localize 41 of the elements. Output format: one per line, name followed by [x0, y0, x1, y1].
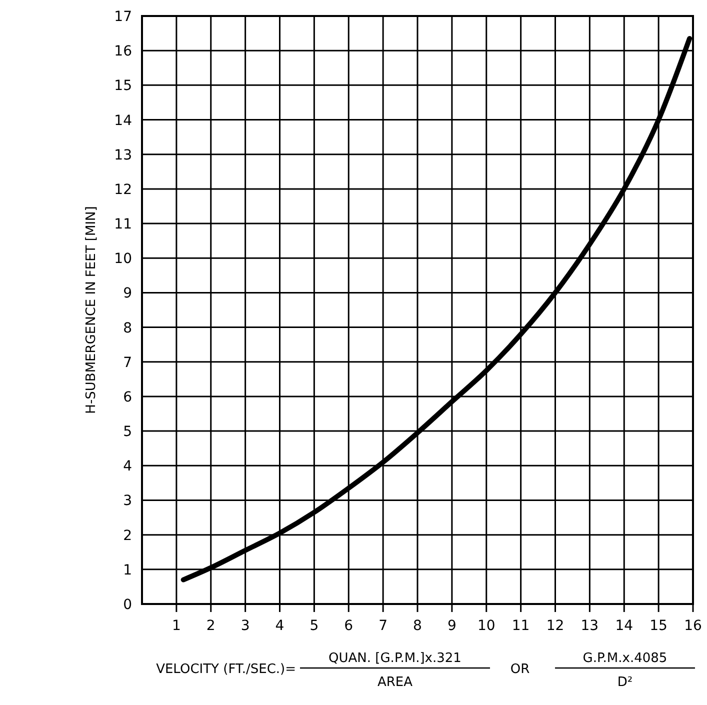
x-tick-label: 12 [546, 618, 564, 634]
y-tick-label: 15 [114, 78, 132, 94]
x-axis-title: VELOCITY (FT./SEC.)= [156, 662, 296, 677]
y-tick-label: 9 [123, 286, 132, 302]
y-tick-label: 16 [114, 44, 132, 60]
x-tick-label: 6 [344, 618, 354, 634]
y-tick-label: 2 [123, 528, 132, 544]
text: G.P.M.x.4085 [582, 651, 668, 666]
x-tick-label: 5 [310, 618, 319, 634]
x-tick-label: 15 [650, 618, 668, 634]
y-tick-label: 1 [123, 562, 132, 578]
y-tick-label: 17 [114, 9, 132, 25]
x-tick-label: 13 [580, 618, 599, 634]
y-tick-label: 6 [123, 389, 132, 406]
x-tick-label: 2 [206, 618, 216, 634]
y-tick-label: 4 [123, 458, 132, 475]
y-tick-label: 0 [123, 597, 132, 613]
text: D² [617, 675, 633, 690]
x-tick-label: 11 [512, 618, 530, 634]
y-axis-title: H-SUBMERGENCE IN FEET [MIN] [84, 206, 99, 414]
y-tick-label: 12 [114, 182, 132, 198]
y-tick-label: 7 [123, 354, 132, 371]
y-tick-label: 8 [123, 320, 132, 336]
x-tick-label: 7 [378, 618, 388, 634]
x-tick-label: 1 [172, 618, 181, 634]
y-tick-label: 10 [114, 251, 132, 268]
y-tick-label: 5 [123, 424, 132, 440]
x-tick-label: 8 [413, 618, 422, 634]
y-tick-label: 11 [114, 216, 132, 233]
text: OR [510, 662, 530, 677]
text: AREA [377, 675, 413, 690]
x-tick-label: 4 [275, 618, 284, 634]
x-tick-label: 14 [615, 618, 634, 634]
x-tick-label: 10 [477, 618, 496, 634]
y-tick-label: 3 [123, 493, 132, 510]
y-tick-label: 14 [114, 112, 132, 129]
x-tick-label: 16 [684, 618, 702, 634]
x-tick-label: 9 [447, 618, 456, 634]
y-tick-label: 13 [114, 147, 132, 164]
x-tick-label: 3 [240, 618, 250, 634]
text: QUAN. [G.P.M.]x.321 [328, 651, 462, 666]
